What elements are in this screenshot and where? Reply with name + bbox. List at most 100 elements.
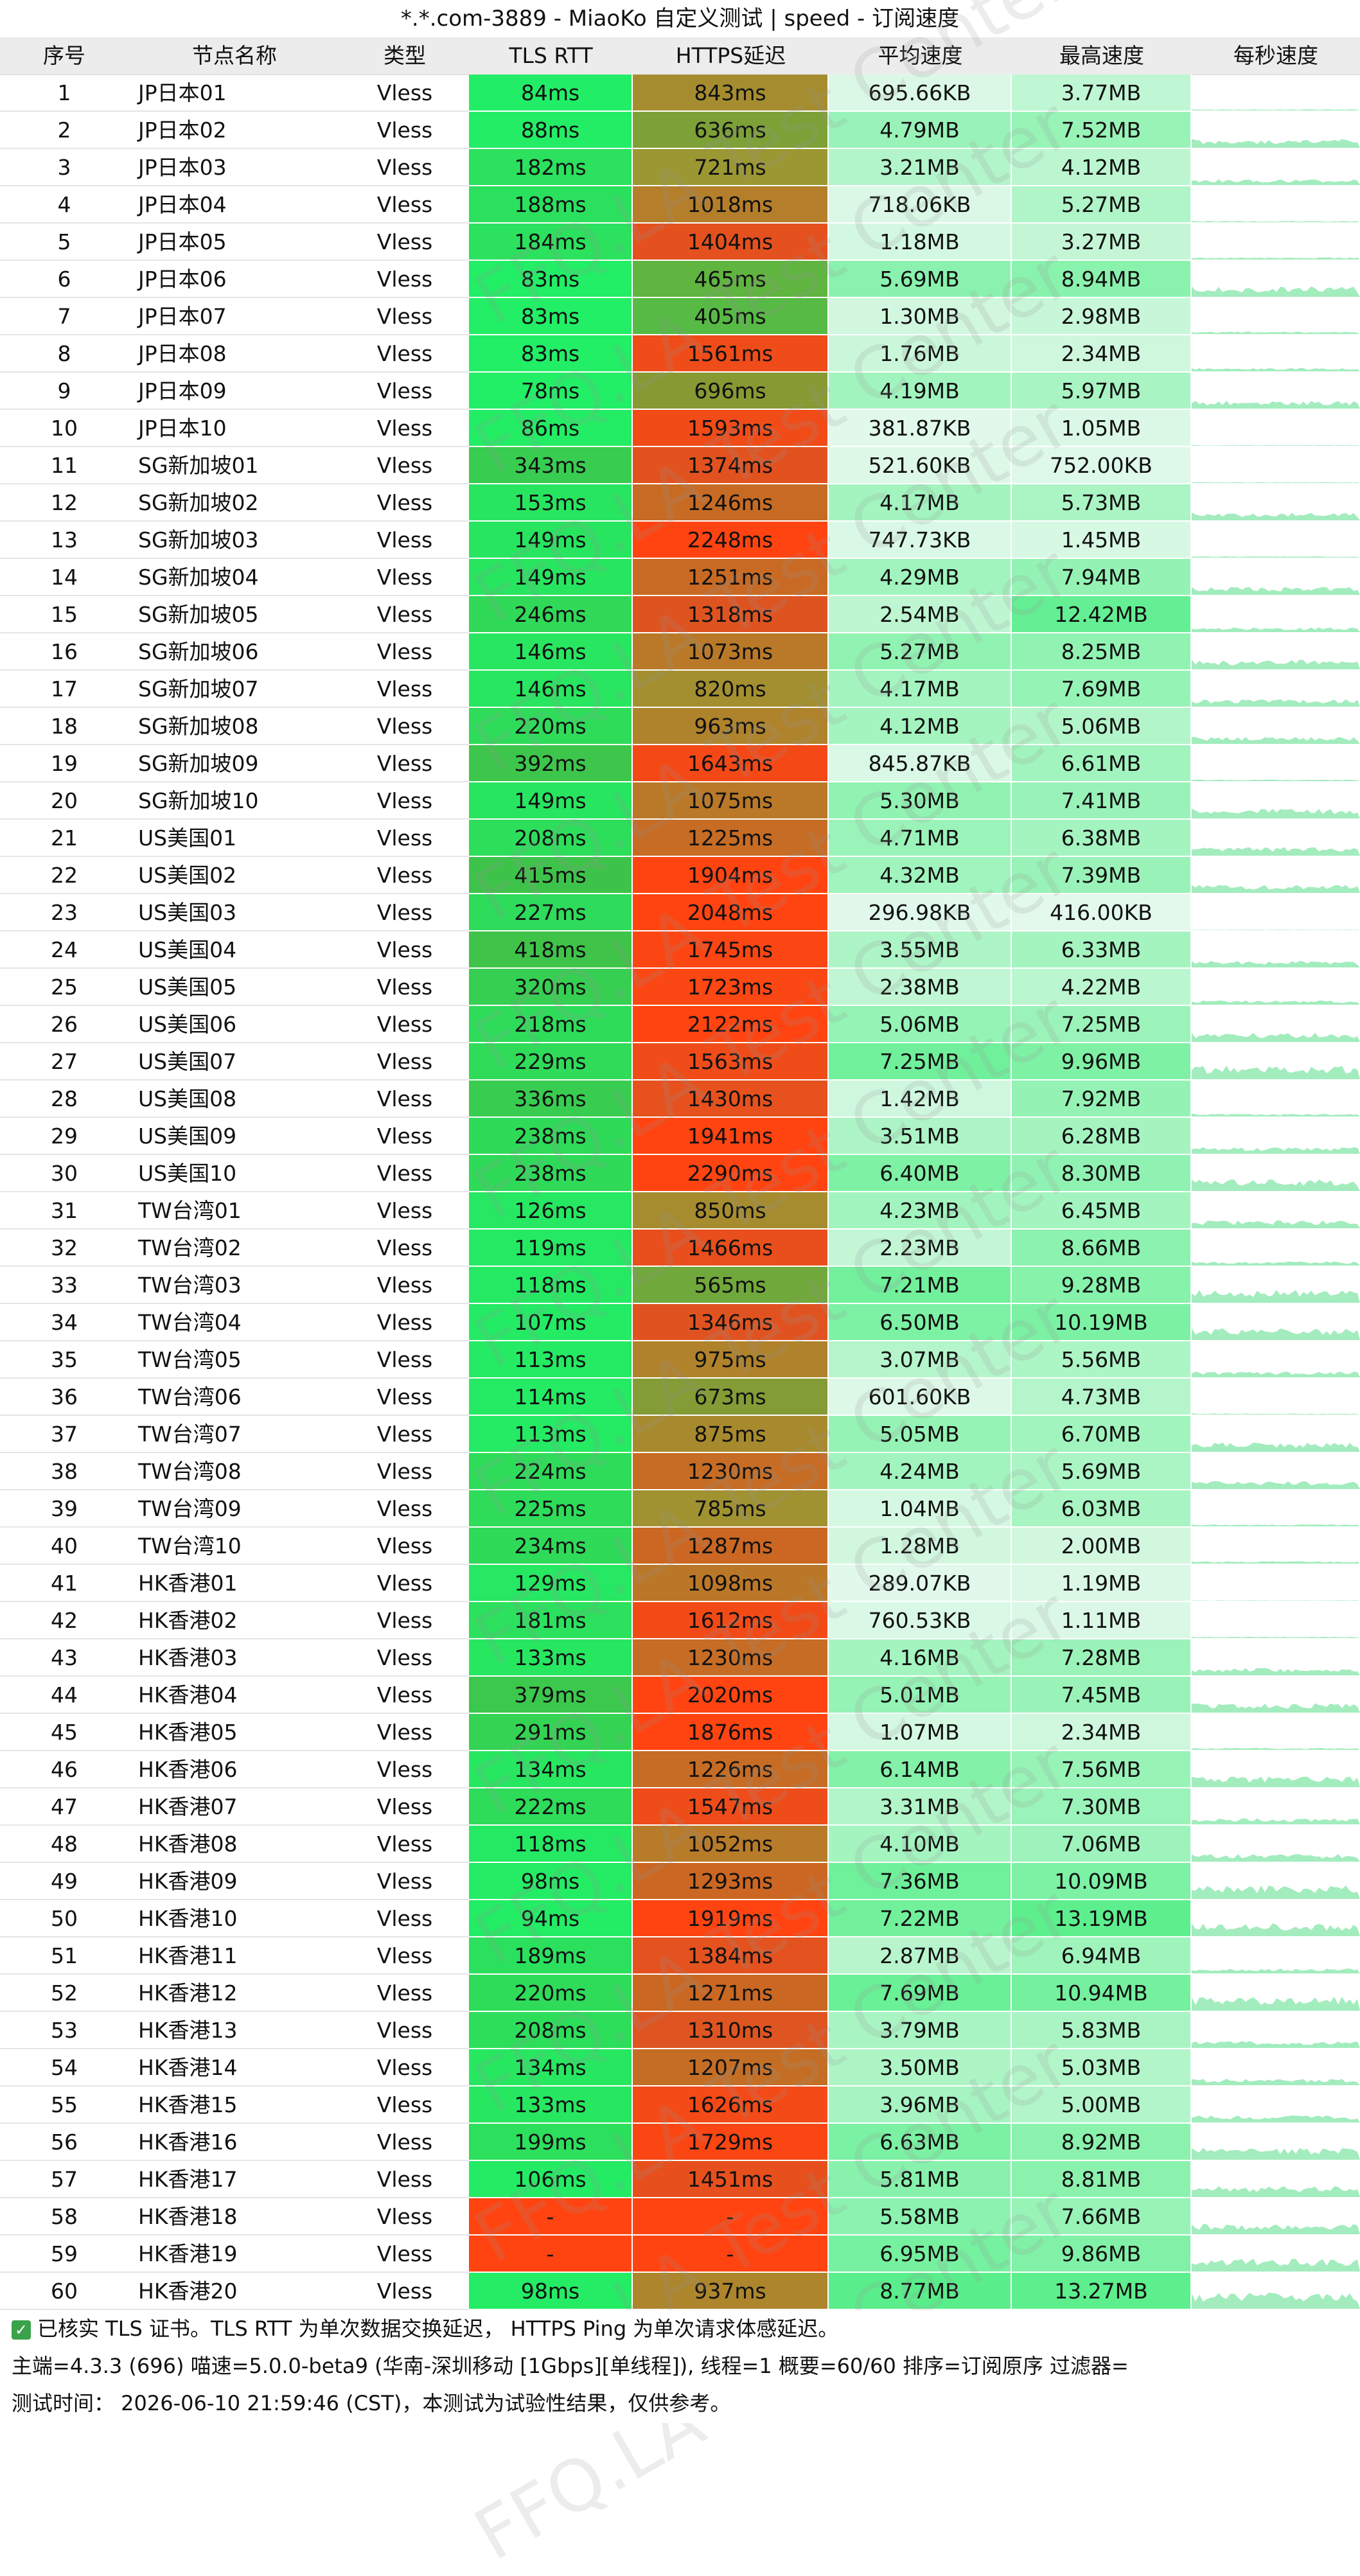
node-type: Vless [340, 2161, 469, 2198]
table-row[interactable]: 32 TW台湾02 Vless 119ms 1466ms 2.23MB 8.66MB [0, 1230, 1360, 1267]
table-row[interactable]: 48 HK香港08 Vless 118ms 1052ms 4.10MB 7.06MB [0, 1826, 1360, 1863]
tls-rtt-cell: 218ms [469, 1006, 633, 1043]
table-row[interactable]: 26 US美国06 Vless 218ms 2122ms 5.06MB 7.25MB [0, 1006, 1360, 1043]
table-row[interactable]: 59 HK香港19 Vless - -6.95MB 9.86MB [0, 2236, 1360, 2273]
table-row[interactable]: 20 SG新加坡10 Vless 149ms 1075ms 5.30MB 7.41MB [0, 782, 1360, 820]
table-row[interactable]: 56 HK香港16 Vless 199ms 1729ms 6.63MB 8.92MB [0, 2124, 1360, 2161]
table-row[interactable]: 45 HK香港05 Vless 291ms 1876ms 1.07MB 2.34MB [0, 1714, 1360, 1751]
row-index: 16 [0, 633, 128, 671]
table-row[interactable]: 23 US美国03 Vless 227ms 2048ms 296.98KB 416.00KB [0, 894, 1360, 931]
node-type: Vless [340, 820, 469, 857]
row-index: 6 [0, 261, 128, 298]
table-row[interactable]: 38 TW台湾08 Vless 224ms 1230ms 4.24MB 5.69MB [0, 1453, 1360, 1490]
table-row[interactable]: 9 JP日本09 Vless 78ms 696ms 4.19MB 5.97MB [0, 373, 1360, 410]
row-index: 12 [0, 484, 128, 522]
node-name: SG新加坡08 [128, 708, 340, 745]
table-row[interactable]: 50 HK香港10 Vless 94ms 1919ms 7.22MB 13.19MB [0, 1900, 1360, 1937]
table-row[interactable]: 30 US美国10 Vless 238ms 2290ms 6.40MB 8.30MB [0, 1155, 1360, 1192]
https-delay-cell: 2122ms [633, 1006, 829, 1043]
https-delay-cell: - [633, 2198, 829, 2236]
col-header-tls-rtt[interactable]: TLS RTT [509, 43, 593, 68]
table-row[interactable]: 42 HK香港02 Vless 181ms 1612ms 760.53KB 1.11MB [0, 1602, 1360, 1639]
col-header-avg-speed[interactable]: 平均速度 [878, 43, 963, 68]
node-name: HK香港20 [128, 2273, 340, 2310]
table-row[interactable]: 5 JP日本05 Vless 184ms 1404ms 1.18MB 3.27MB [0, 224, 1360, 261]
node-name: HK香港06 [128, 1751, 340, 1788]
max-speed-cell: 1.11MB [1012, 1602, 1192, 1639]
table-row[interactable]: 40 TW台湾10 Vless 234ms 1287ms 1.28MB 2.00MB [0, 1528, 1360, 1565]
max-speed-cell: 3.77MB [1012, 75, 1192, 112]
table-row[interactable]: 3 JP日本03 Vless 182ms 721ms 3.21MB 4.12MB [0, 149, 1360, 186]
table-row[interactable]: 33 TW台湾03 Vless 118ms 565ms 7.21MB 9.28MB [0, 1267, 1360, 1304]
col-header-index[interactable]: 序号 [43, 43, 85, 68]
table-row[interactable]: 31 TW台湾01 Vless 126ms 850ms 4.23MB 6.45MB [0, 1192, 1360, 1230]
col-header-name[interactable]: 节点名称 [192, 43, 277, 68]
table-row[interactable]: 36 TW台湾06 Vless 114ms 673ms 601.60KB 4.73MB [0, 1379, 1360, 1416]
table-row[interactable]: 55 HK香港15 Vless 133ms 1626ms 3.96MB 5.00MB [0, 2086, 1360, 2124]
https-delay-cell: 1593ms [633, 410, 829, 447]
table-row[interactable]: 25 US美国05 Vless 320ms 1723ms 2.38MB 4.22MB [0, 969, 1360, 1006]
table-row[interactable]: 35 TW台湾05 Vless 113ms 975ms 3.07MB 5.56MB [0, 1341, 1360, 1379]
per-second-sparkline [1192, 298, 1360, 335]
table-row[interactable]: 2 JP日本02 Vless 88ms 636ms 4.79MB 7.52MB [0, 112, 1360, 149]
table-row[interactable]: 22 US美国02 Vless 415ms 1904ms 4.32MB 7.39MB [0, 857, 1360, 894]
table-row[interactable]: 6 JP日本06 Vless 83ms 465ms 5.69MB 8.94MB [0, 261, 1360, 298]
table-row[interactable]: 57 HK香港17 Vless 106ms 1451ms 5.81MB 8.81MB [0, 2161, 1360, 2198]
table-row[interactable]: 47 HK香港07 Vless 222ms 1547ms 3.31MB 7.30MB [0, 1788, 1360, 1826]
tls-rtt-cell: - [469, 2236, 633, 2273]
table-row[interactable]: 4 JP日本04 Vless 188ms 1018ms 718.06KB 5.27MB [0, 186, 1360, 224]
table-row[interactable]: 15 SG新加坡05 Vless 246ms 1318ms 2.54MB 12.42MB [0, 596, 1360, 633]
table-row[interactable]: 24 US美国04 Vless 418ms 1745ms 3.55MB 6.33MB [0, 931, 1360, 969]
table-row[interactable]: 13 SG新加坡03 Vless 149ms 2248ms 747.73KB 1.45MB [0, 522, 1360, 559]
node-name: TW台湾03 [128, 1267, 340, 1304]
table-row[interactable]: 60 HK香港20 Vless 98ms 937ms 8.77MB 13.27MB [0, 2273, 1360, 2310]
node-type: Vless [340, 224, 469, 261]
col-header-max-speed[interactable]: 最高速度 [1059, 43, 1144, 68]
table-row[interactable]: 37 TW台湾07 Vless 113ms 875ms 5.05MB 6.70MB [0, 1416, 1360, 1453]
table-row[interactable]: 29 US美国09 Vless 238ms 1941ms 3.51MB 6.28MB [0, 1118, 1360, 1155]
table-row[interactable]: 17 SG新加坡07 Vless 146ms 820ms 4.17MB 7.69MB [0, 671, 1360, 708]
per-second-sparkline [1192, 857, 1360, 894]
https-delay-cell: 850ms [633, 1192, 829, 1230]
table-row[interactable]: 19 SG新加坡09 Vless 392ms 1643ms 845.87KB 6.61MB [0, 745, 1360, 782]
table-row[interactable]: 1 JP日本01 Vless 84ms 843ms 695.66KB 3.77MB [0, 75, 1360, 112]
table-row[interactable]: 16 SG新加坡06 Vless 146ms 1073ms 5.27MB 8.25MB [0, 633, 1360, 671]
table-row[interactable]: 43 HK香港03 Vless 133ms 1230ms 4.16MB 7.28MB [0, 1639, 1360, 1677]
table-row[interactable]: 34 TW台湾04 Vless 107ms 1346ms 6.50MB 10.19MB [0, 1304, 1360, 1341]
table-row[interactable]: 54 HK香港14 Vless 134ms 1207ms 3.50MB 5.03MB [0, 2049, 1360, 2086]
table-row[interactable]: 44 HK香港04 Vless 379ms 2020ms 5.01MB 7.45MB [0, 1677, 1360, 1714]
table-row[interactable]: 18 SG新加坡08 Vless 220ms 963ms 4.12MB 5.06MB [0, 708, 1360, 745]
per-second-sparkline [1192, 149, 1360, 186]
tls-rtt-cell: 189ms [469, 1937, 633, 1975]
table-row[interactable]: 28 US美国08 Vless 336ms 1430ms 1.42MB 7.92MB [0, 1081, 1360, 1118]
table-row[interactable]: 10 JP日本10 Vless 86ms 1593ms 381.87KB 1.05MB [0, 410, 1360, 447]
node-name: TW台湾06 [128, 1379, 340, 1416]
col-header-https-delay[interactable]: HTTPS延迟 [675, 43, 786, 68]
row-index: 13 [0, 522, 128, 559]
table-row[interactable]: 53 HK香港13 Vless 208ms 1310ms 3.79MB 5.83MB [0, 2012, 1360, 2049]
table-row[interactable]: 41 HK香港01 Vless 129ms 1098ms 289.07KB 1.19MB [0, 1565, 1360, 1602]
node-name: US美国06 [128, 1006, 340, 1043]
table-row[interactable]: 51 HK香港11 Vless 189ms 1384ms 2.87MB 6.94MB [0, 1937, 1360, 1975]
table-row[interactable]: 11 SG新加坡01 Vless 343ms 1374ms 521.60KB 752.00K… [0, 447, 1360, 484]
table-row[interactable]: 8 JP日本08 Vless 83ms 1561ms 1.76MB 2.34MB [0, 335, 1360, 373]
table-row[interactable]: 21 US美国01 Vless 208ms 1225ms 4.71MB 6.38MB [0, 820, 1360, 857]
table-row[interactable]: 27 US美国07 Vless 229ms 1563ms 7.25MB 9.96MB [0, 1043, 1360, 1081]
table-row[interactable]: 46 HK香港06 Vless 134ms 1226ms 6.14MB 7.56MB [0, 1751, 1360, 1788]
table-row[interactable]: 39 TW台湾09 Vless 225ms 785ms 1.04MB 6.03MB [0, 1490, 1360, 1528]
table-row[interactable]: 7 JP日本07 Vless 83ms 405ms 1.30MB 2.98MB [0, 298, 1360, 335]
per-second-sparkline [1192, 410, 1360, 447]
sparkline-trace [1192, 2148, 1360, 2160]
col-header-per-second-speed[interactable]: 每秒速度 [1233, 43, 1318, 68]
table-row[interactable]: 58 HK香港18 Vless - -5.58MB 7.66MB [0, 2198, 1360, 2236]
footer: ✓ 已核实 TLS 证书。TLS RTT 为单次数据交换延迟， HTTPS Pin… [0, 2310, 1360, 2423]
table-row[interactable]: 14 SG新加坡04 Vless 149ms 1251ms 4.29MB 7.94MB [0, 559, 1360, 596]
https-delay-cell: 1745ms [633, 931, 829, 969]
col-header-type[interactable]: 类型 [384, 43, 426, 68]
table-row[interactable]: 52 HK香港12 Vless 220ms 1271ms 7.69MB 10.94MB [0, 1975, 1360, 2012]
tls-rtt-cell: 94ms [469, 1900, 633, 1937]
per-second-sparkline [1192, 1081, 1360, 1118]
table-row[interactable]: 12 SG新加坡02 Vless 153ms 1246ms 4.17MB 5.73MB [0, 484, 1360, 522]
node-type: Vless [340, 75, 469, 112]
table-row[interactable]: 49 HK香港09 Vless 98ms 1293ms 7.36MB 10.09MB [0, 1863, 1360, 1900]
